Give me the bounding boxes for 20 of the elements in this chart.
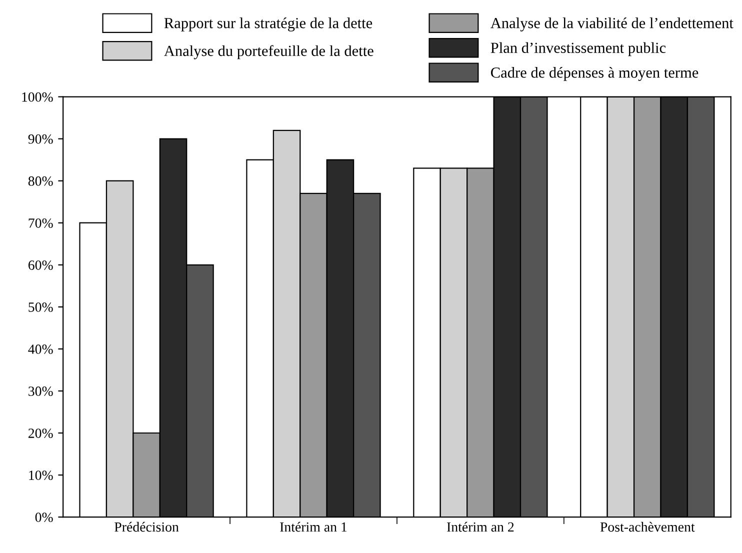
x-tick-label: Post-achèvement xyxy=(600,522,695,532)
y-tick-label: 80% xyxy=(28,176,53,186)
legend-label: Cadre de dépenses à moyen terme xyxy=(491,66,698,81)
legend-label: Plan d’investissement public xyxy=(490,42,666,56)
legend-label: Analyse du portefeuille de la dette xyxy=(164,45,374,60)
x-tick-label: Intérim an 2 xyxy=(447,522,514,532)
y-tick-label: 10% xyxy=(29,470,53,480)
y-tick-label: 90% xyxy=(28,134,53,144)
x-tick-label: Intérim an 1 xyxy=(280,522,347,532)
y-tick-label: 20% xyxy=(28,428,53,438)
y-tick-label: 50% xyxy=(28,302,53,312)
x-tick-label: Prédécision xyxy=(114,522,179,532)
y-tick-label: 40% xyxy=(28,344,53,354)
legend-label: Rapport sur la stratégie de la dette xyxy=(164,17,372,32)
legend-label: Analyse de la viabilité de l’endettement xyxy=(490,17,734,32)
y-tick-label: 60% xyxy=(28,260,53,270)
y-tick-label: 70% xyxy=(28,218,53,228)
y-tick-label: 100% xyxy=(22,92,53,102)
y-tick-label: 0% xyxy=(35,512,53,522)
y-tick-label: 30% xyxy=(28,386,53,396)
